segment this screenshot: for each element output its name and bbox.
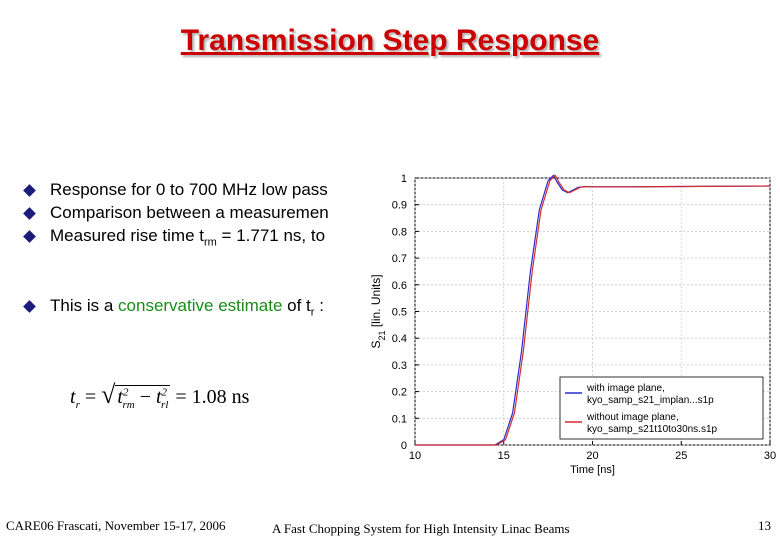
series-line: [415, 174, 771, 446]
sqrt-icon: √: [101, 380, 116, 409]
legend-label: without image plane,: [586, 412, 679, 423]
footer-talk-title: A Fast Chopping System for High Intensit…: [272, 521, 570, 536]
y-tick-label: 1: [401, 173, 407, 185]
x-tick-label: 30: [764, 450, 776, 462]
chart-svg: 10 15 20 25 30 0 0.1 0.2 0.3 0.4 0.5 0.6 0.7 0.8 0.9 1 T…: [369, 173, 776, 476]
bullet-text: Response for 0 to 700 MHz low pass: [50, 180, 328, 199]
y-tick-label: 0.2: [392, 387, 407, 399]
y-axis-label: S21 [lin. Units]: [369, 274, 387, 348]
y-tick-label: 0.9: [392, 200, 407, 212]
y-tick-label: 0: [401, 440, 407, 452]
footer-page-number: 13: [758, 518, 771, 533]
y-tick-label: 0.6: [392, 280, 407, 292]
x-tick-label: 25: [675, 450, 687, 462]
x-tick-label: 20: [586, 450, 598, 462]
y-tick-label: 0.1: [392, 413, 407, 425]
x-tick-label: 15: [498, 450, 510, 462]
footer-conference: CARE06 Frascati, November 15-17, 2006: [6, 518, 226, 533]
legend-box: [559, 376, 764, 440]
y-tick-label: 0.5: [392, 307, 407, 319]
diamond-bullet-icon: [23, 230, 36, 243]
y-tick-label: 0.7: [392, 253, 407, 265]
highlight-text: conservative estimate: [118, 296, 283, 315]
diamond-bullet-icon: [23, 207, 36, 220]
bullet-text: Comparison between a measuremen: [50, 203, 329, 222]
slide-title: Transmission Step Response: [180, 24, 600, 57]
rise-time-formula: tr = √ t2rm − t2rl = 1.08 ns: [70, 380, 250, 411]
step-response-chart: 10 15 20 25 30 0 0.1 0.2 0.3 0.4 0.5 0.6 0.7 0.8 0.9 1 T…: [360, 160, 780, 480]
y-tick-label: 0.4: [392, 333, 407, 345]
diamond-bullet-icon: [23, 184, 36, 197]
y-tick-label: 0.3: [392, 360, 407, 372]
legend-label: kyo_samp_s21t10to30ns.s1p: [587, 424, 718, 435]
diamond-bullet-icon: [23, 300, 36, 313]
bullet-text: This is a conservative estimate of tr :: [50, 296, 324, 319]
x-axis-label: Time [ns]: [570, 464, 615, 476]
bullet-text: Measured rise time trm = 1.771 ns, to: [50, 226, 326, 249]
legend-label: with image plane,: [586, 383, 665, 394]
x-tick-label: 10: [409, 450, 421, 462]
legend-label: kyo_samp_s21_implan...s1p: [587, 395, 714, 406]
y-tick-label: 0.8: [392, 226, 407, 238]
